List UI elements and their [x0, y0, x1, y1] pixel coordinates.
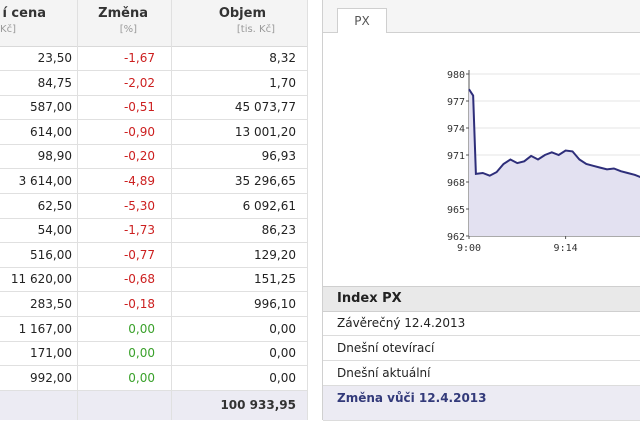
table-row[interactable]: 11 620,00 -0,68 151,25 — [0, 268, 308, 293]
column-unit-volume: [tis. Kč] — [236, 24, 275, 35]
cell-change: -2,02 — [123, 75, 155, 90]
column-header-volume: Objem — [218, 6, 266, 21]
table-row[interactable]: 84,75 -2,02 1,70 — [0, 72, 308, 96]
stock-table: í cena Kč] Změna [%] Objem [tis. Kč] 23,… — [0, 0, 308, 420]
table-header: í cena Kč] Změna [%] Objem [tis. Kč] — [0, 0, 308, 47]
table-row[interactable]: 587,00 -0,51 45 073,77 — [0, 96, 308, 121]
cell-volume: 86,23 — [261, 223, 296, 238]
y-tick-label: 974 — [447, 124, 465, 135]
cell-volume: 45 073,77 — [234, 100, 296, 115]
cell-volume: 1,70 — [269, 75, 296, 90]
table-row[interactable]: 3 614,00 -4,89 35 296,65 — [0, 170, 308, 194]
info-row-change: Změna vůči 12.4.2013 — [323, 386, 640, 421]
table-row[interactable]: 23,50 -1,67 8,32 — [0, 47, 308, 71]
cell-volume: 151,25 — [254, 272, 296, 287]
cell-volume: 35 296,65 — [234, 174, 296, 188]
column-unit-price: Kč] — [0, 24, 16, 35]
cell-change: 0,00 — [128, 346, 155, 361]
info-label: Dnešní aktuální — [337, 366, 431, 380]
table-row[interactable]: 62,50 -5,30 6 092,61 — [0, 195, 308, 219]
info-label: Závěrečný 12.4.2013 — [337, 316, 466, 330]
y-tick-label: 980 — [447, 70, 465, 81]
cell-change: -1,73 — [123, 223, 155, 238]
cell-volume: 6 092,61 — [242, 198, 296, 213]
cell-price: 62,50 — [37, 198, 72, 213]
info-header: Index PX — [323, 286, 640, 312]
cell-change: -0,51 — [123, 100, 155, 115]
info-label: Změna vůči 12.4.2013 — [337, 391, 487, 405]
cell-volume: 96,93 — [261, 149, 296, 164]
cell-price: 171,00 — [30, 346, 72, 361]
table-row[interactable]: 516,00 -0,77 129,20 — [0, 244, 308, 268]
cell-price: 54,00 — [37, 223, 72, 238]
table-row[interactable]: 1 167,00 0,00 0,00 — [0, 318, 308, 342]
series-line — [468, 88, 640, 178]
y-tick-label: 965 — [447, 205, 465, 216]
table-row[interactable]: 992,00 0,00 0,00 — [0, 367, 308, 391]
y-tick-label: 968 — [447, 178, 465, 189]
cell-price: 992,00 — [30, 370, 72, 385]
cell-change: -0,68 — [123, 272, 155, 287]
column-divider — [307, 0, 308, 420]
info-label: Dnešní otevírací — [337, 341, 435, 355]
tab-bar: PX — [323, 0, 640, 34]
cell-volume: 996,10 — [254, 297, 296, 311]
cell-change: -0,90 — [123, 124, 155, 139]
table-row[interactable]: 98,90 -0,20 96,93 — [0, 145, 308, 170]
cell-price: 98,90 — [37, 149, 72, 164]
column-unit-change: [%] — [119, 24, 137, 35]
cell-price: 11 620,00 — [10, 272, 72, 287]
cell-volume: 0,00 — [269, 370, 296, 385]
cell-price: 516,00 — [30, 247, 72, 262]
column-divider — [77, 0, 78, 420]
column-header-price: í cena — [2, 6, 46, 21]
total-volume: 100 933,95 — [220, 398, 296, 412]
cell-price: 587,00 — [30, 100, 72, 115]
info-row-close: Závěrečný 12.4.2013 — [323, 311, 640, 336]
table-row[interactable]: 171,00 0,00 0,00 — [0, 342, 308, 367]
column-divider — [171, 0, 172, 420]
y-tick-label: 962 — [447, 232, 465, 243]
cell-change: -1,67 — [123, 51, 155, 65]
cell-change: 0,00 — [128, 321, 155, 336]
cell-volume: 8,32 — [269, 51, 296, 65]
table-row[interactable]: 614,00 -0,90 13 001,20 — [0, 121, 308, 145]
x-tick-label: 9:14 — [554, 243, 578, 254]
table-row[interactable]: 283,50 -0,18 996,10 — [0, 293, 308, 317]
column-header-change: Změna — [98, 6, 148, 21]
cell-change: -5,30 — [123, 198, 155, 213]
info-title: Index PX — [337, 291, 402, 306]
cell-change: 0,00 — [128, 370, 155, 385]
table-total-row: 100 933,95 — [0, 391, 308, 420]
cell-change: -0,20 — [123, 149, 155, 164]
cell-volume: 0,00 — [269, 321, 296, 336]
info-row-current: Dnešní aktuální — [323, 361, 640, 386]
cell-price: 614,00 — [30, 124, 72, 139]
y-tick-label: 971 — [447, 151, 465, 162]
cell-price: 283,50 — [30, 297, 72, 311]
y-tick-label: 977 — [447, 97, 465, 108]
cell-volume: 13 001,20 — [234, 124, 296, 139]
cell-volume: 0,00 — [269, 346, 296, 361]
cell-volume: 129,20 — [254, 247, 296, 262]
cell-price: 23,50 — [37, 51, 72, 65]
cell-change: -0,77 — [123, 247, 155, 262]
tab-px[interactable]: PX — [337, 8, 387, 34]
cell-price: 3 614,00 — [18, 174, 72, 188]
cell-change: -0,18 — [123, 297, 155, 311]
x-tick-label: 9:00 — [457, 243, 481, 254]
cell-price: 84,75 — [37, 75, 72, 90]
cell-price: 1 167,00 — [18, 321, 72, 336]
info-row-open: Dnešní otevírací — [323, 336, 640, 361]
table-row[interactable]: 54,00 -1,73 86,23 — [0, 219, 308, 244]
series-area — [469, 89, 640, 236]
cell-change: -4,89 — [123, 174, 155, 188]
